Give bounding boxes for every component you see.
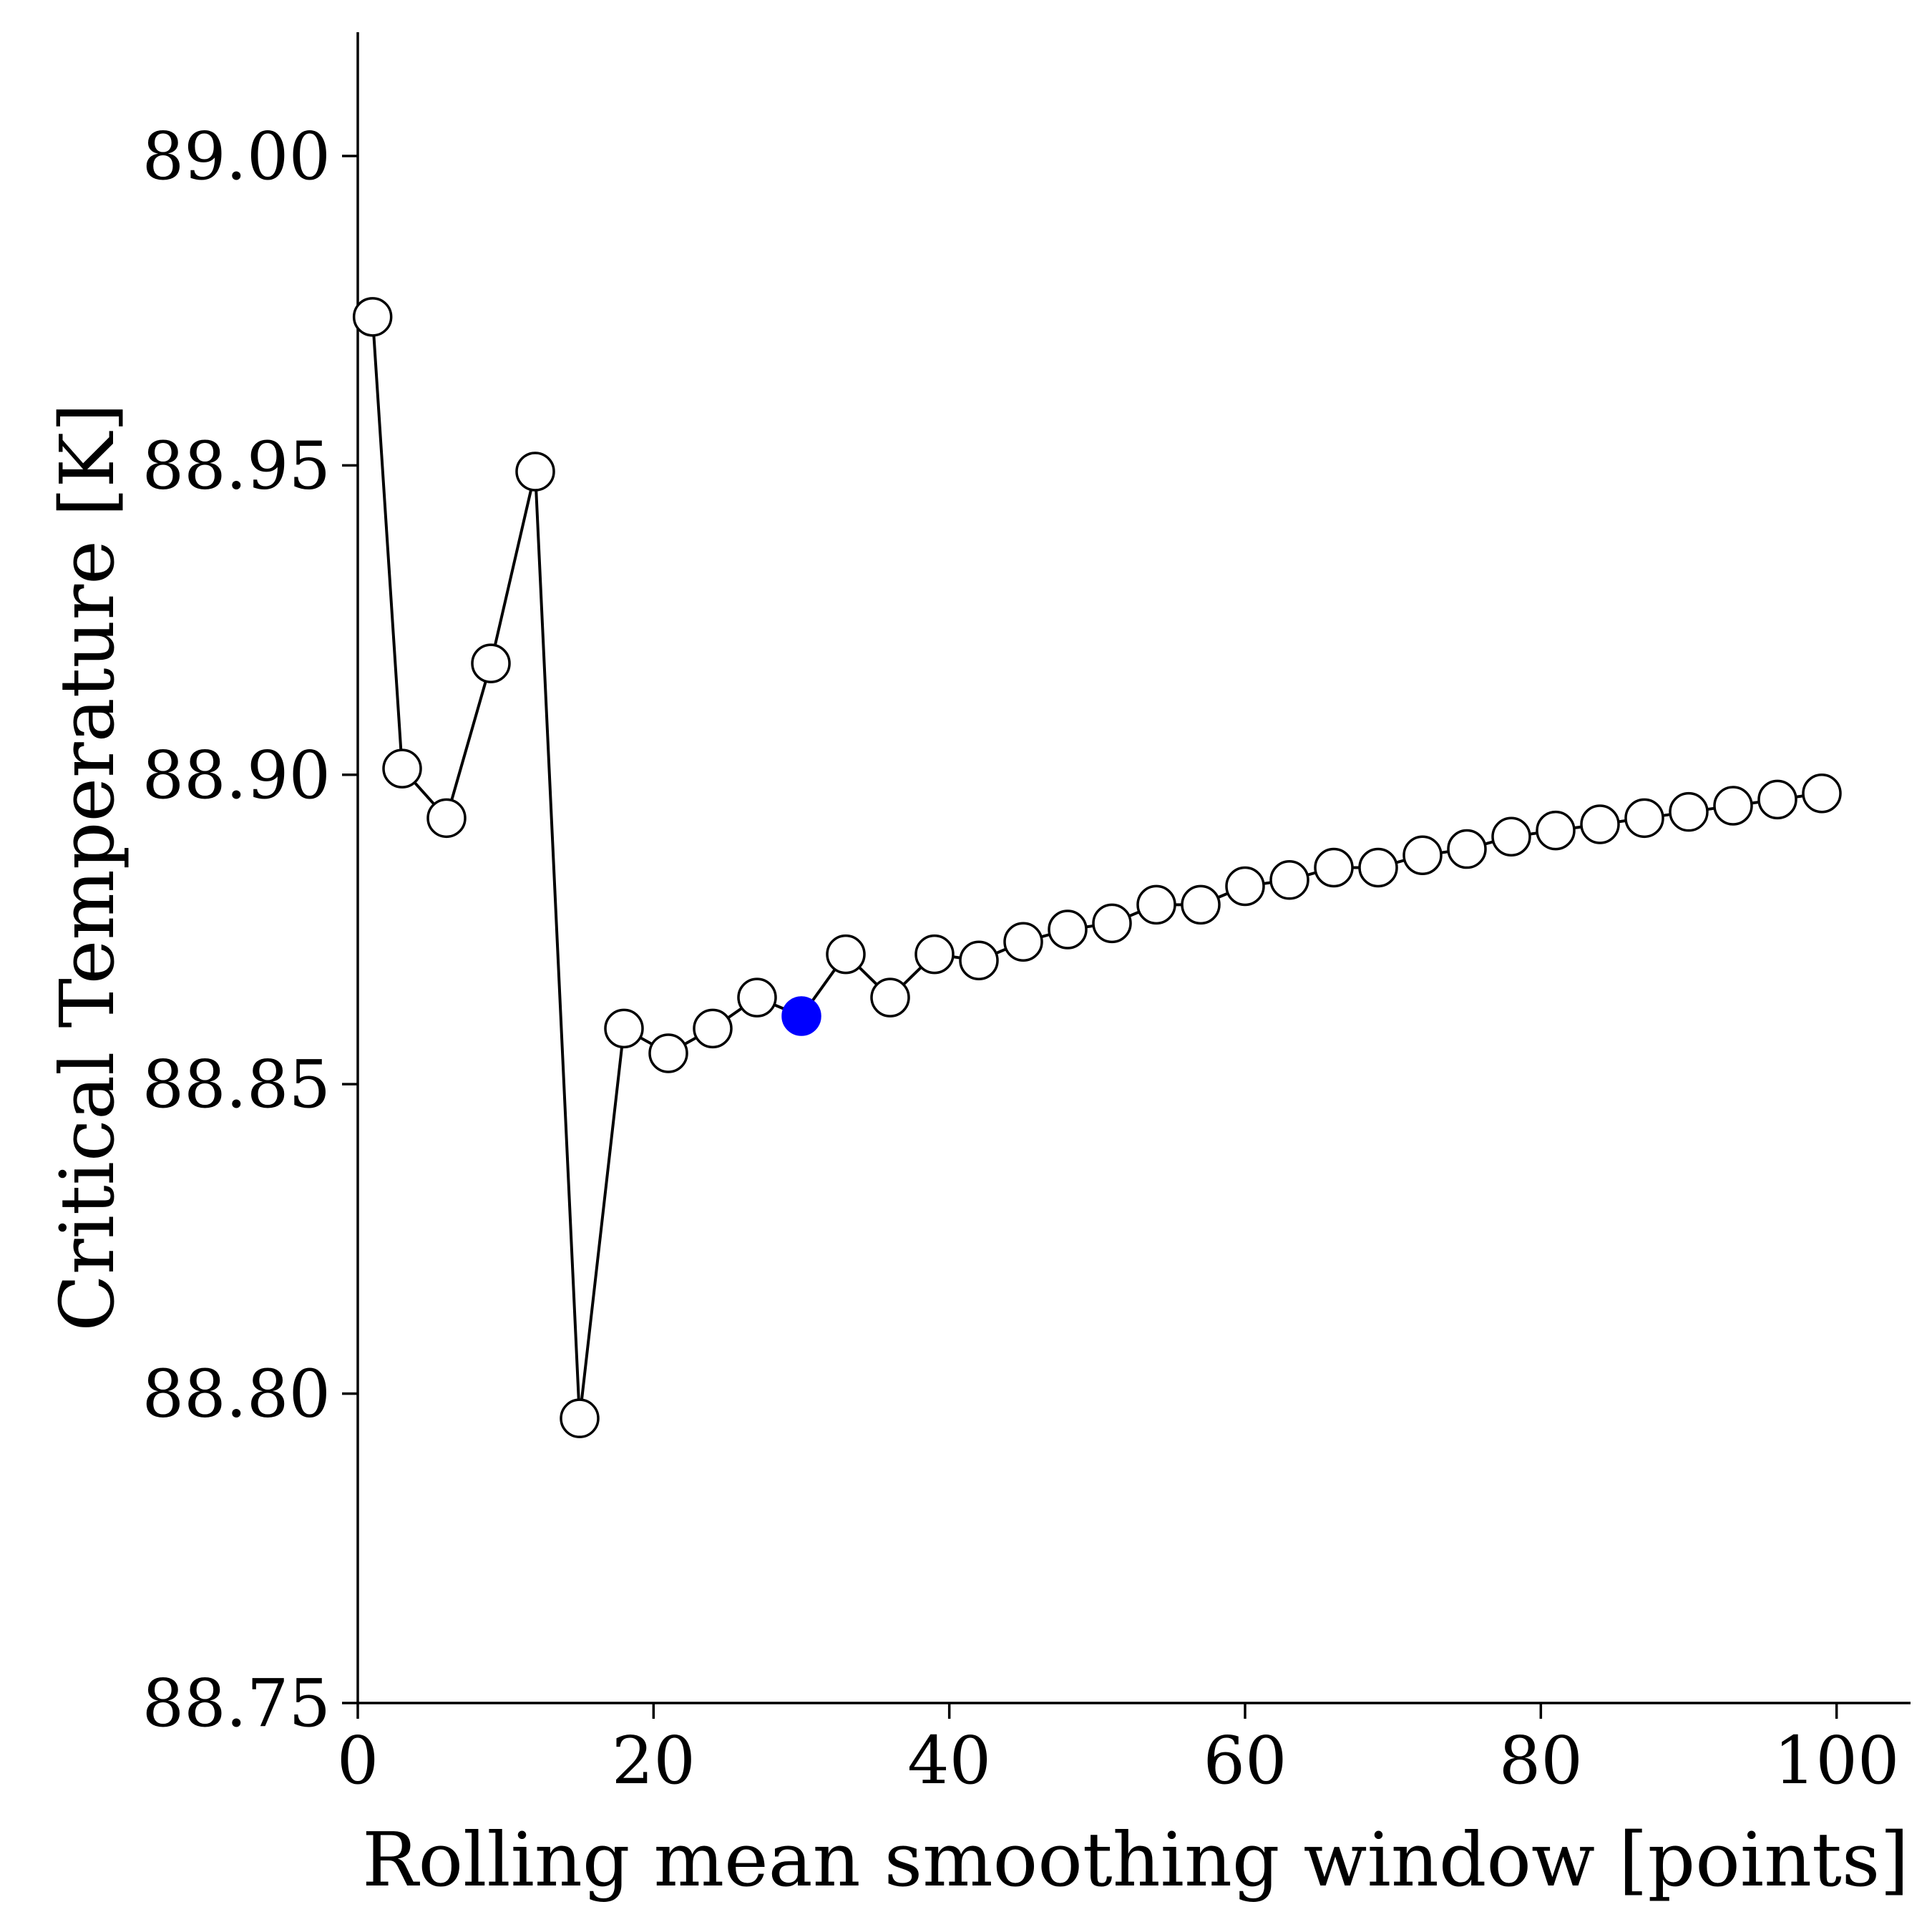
data-point bbox=[1447, 829, 1487, 869]
highlighted-data-point bbox=[781, 996, 821, 1036]
data-point bbox=[1669, 791, 1709, 832]
y-tick-label: 88.85 bbox=[142, 1046, 331, 1123]
data-point bbox=[1003, 922, 1043, 962]
data-point bbox=[1757, 779, 1797, 820]
y-tick-label: 89.00 bbox=[142, 118, 331, 195]
data-point bbox=[1624, 798, 1664, 839]
x-tick-label: 60 bbox=[1203, 1722, 1287, 1799]
x-tick-label: 80 bbox=[1499, 1722, 1583, 1799]
data-point bbox=[471, 643, 511, 683]
data-point bbox=[1536, 810, 1576, 851]
data-point bbox=[959, 940, 999, 980]
data-point bbox=[648, 1033, 688, 1073]
series-markers bbox=[352, 297, 1842, 1438]
data-point bbox=[426, 798, 467, 839]
x-ticks: 0 20 40 60 80 100 bbox=[337, 1703, 1900, 1799]
data-point bbox=[1136, 884, 1176, 925]
y-ticks: 88.75 88.80 88.85 88.90 88.95 89.00 bbox=[142, 118, 358, 1742]
data-point bbox=[1269, 860, 1309, 900]
data-point bbox=[1402, 835, 1443, 875]
y-tick-label: 88.75 bbox=[142, 1665, 331, 1742]
y-tick-label: 88.80 bbox=[142, 1356, 331, 1433]
x-tick-label: 0 bbox=[337, 1722, 379, 1799]
data-point bbox=[826, 934, 866, 975]
series-lines bbox=[371, 316, 1823, 1420]
y-axis-title: Critical Temperature [K] bbox=[44, 403, 131, 1331]
data-point bbox=[1092, 903, 1132, 944]
x-tick-label: 20 bbox=[612, 1722, 696, 1799]
y-tick-label: 88.90 bbox=[142, 737, 331, 814]
data-point bbox=[1491, 816, 1531, 857]
x-tick-label: 40 bbox=[907, 1722, 991, 1799]
data-point bbox=[1181, 884, 1221, 925]
data-point bbox=[693, 1008, 733, 1049]
data-point bbox=[560, 1398, 600, 1438]
y-tick-label: 88.95 bbox=[142, 427, 331, 504]
data-point bbox=[604, 1008, 644, 1049]
data-point bbox=[914, 934, 955, 975]
data-point bbox=[352, 297, 393, 337]
data-point bbox=[382, 748, 422, 789]
data-point bbox=[1048, 909, 1088, 950]
data-point bbox=[737, 977, 777, 1018]
data-point bbox=[1802, 773, 1842, 814]
data-point bbox=[1358, 847, 1398, 888]
series-line bbox=[371, 316, 1823, 1420]
data-point bbox=[870, 977, 910, 1018]
x-axis-title: Rolling mean smoothing window [points] bbox=[362, 1816, 1909, 1903]
data-point bbox=[515, 452, 555, 492]
x-tick-label: 100 bbox=[1774, 1722, 1900, 1799]
data-point bbox=[1225, 866, 1265, 907]
data-point bbox=[1314, 847, 1354, 888]
data-point bbox=[1580, 804, 1620, 844]
data-point bbox=[1713, 786, 1753, 826]
